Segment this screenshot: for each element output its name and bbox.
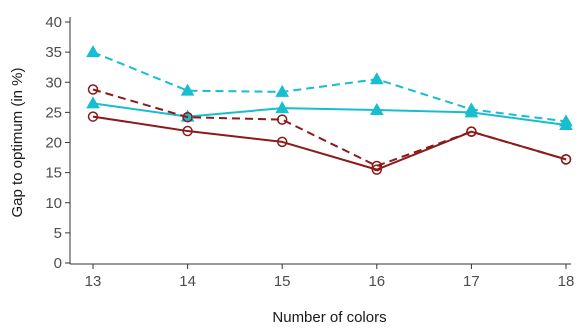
data-point — [87, 111, 99, 122]
series-line — [92, 102, 567, 127]
x-tick-label: 17 — [463, 273, 480, 290]
data-point — [180, 83, 195, 96]
x-tick-label: 16 — [368, 273, 385, 290]
y-tick-label: 40 — [45, 14, 62, 31]
data-point — [276, 114, 288, 125]
data-point — [86, 45, 100, 58]
data-point — [466, 126, 477, 137]
data-point — [369, 102, 384, 115]
y-tick-label: 35 — [45, 44, 62, 61]
data-point — [182, 111, 193, 123]
y-axis-title: Gap to optimum (in %) — [9, 67, 26, 217]
series-4 — [87, 111, 572, 175]
y-tick-label: 20 — [45, 135, 62, 152]
data-point — [275, 101, 290, 114]
data-point — [276, 136, 288, 148]
x-axis: 13 14 15 16 17 18 — [70, 263, 575, 290]
series-line — [92, 88, 567, 167]
y-tick-label: 15 — [45, 165, 62, 182]
y-axis: 0 5 10 15 20 25 30 35 40 — [45, 14, 71, 272]
series-line — [92, 115, 567, 171]
data-point — [182, 125, 193, 137]
x-tick-label: 18 — [558, 273, 575, 290]
series-line — [92, 51, 567, 123]
y-tick-label: 10 — [45, 195, 62, 212]
data-point — [464, 105, 479, 118]
y-tick-label: 5 — [54, 225, 62, 242]
x-tick-label: 13 — [85, 273, 102, 290]
data-point — [275, 84, 290, 97]
data-point — [369, 72, 384, 85]
series-2 — [86, 96, 573, 131]
x-tick-label: 15 — [274, 273, 291, 290]
x-axis-title: Number of colors — [272, 309, 386, 326]
data-point — [87, 84, 99, 95]
data-point — [86, 96, 100, 109]
data-point — [371, 164, 383, 175]
series-1 — [86, 45, 573, 127]
y-tick-label: 30 — [45, 74, 62, 91]
data-point — [560, 154, 572, 165]
y-tick-label: 0 — [54, 255, 62, 272]
x-tick-label: 14 — [179, 273, 196, 290]
y-tick-label: 25 — [45, 104, 62, 121]
data-point — [559, 118, 573, 131]
series-layer — [86, 45, 573, 175]
